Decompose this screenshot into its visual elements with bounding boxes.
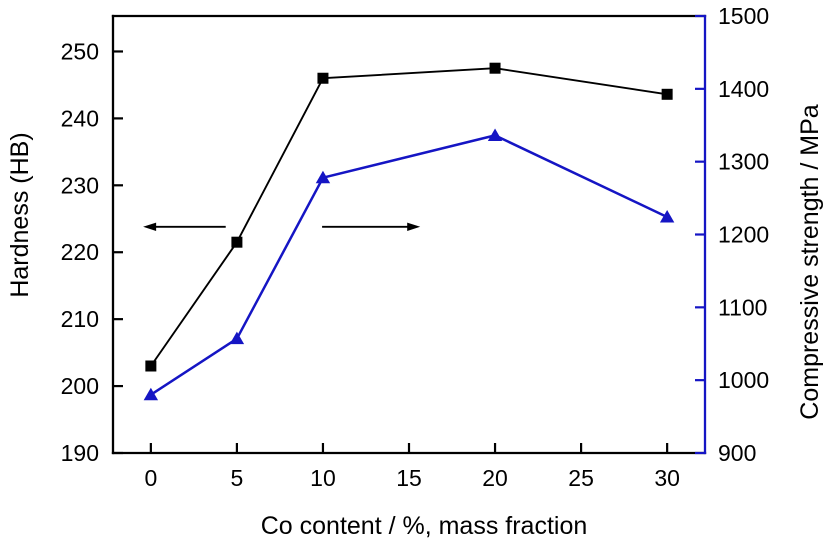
right-y-tick-label: 1300	[718, 149, 769, 175]
triangle-marker	[143, 387, 159, 401]
triangle-marker	[487, 128, 503, 141]
right-y-tick-label: 1400	[718, 76, 769, 102]
triangle-marker	[229, 331, 245, 345]
x-tick-label: 20	[482, 465, 508, 491]
right-axis-title: Compressive strength / MPa	[796, 104, 824, 419]
left-arrowhead-icon	[143, 222, 157, 232]
square-marker	[661, 88, 673, 100]
left-axis-title: Hardness (HB)	[6, 132, 34, 297]
right-y-tick-label: 1000	[718, 367, 769, 393]
right-arrowhead-icon	[407, 222, 421, 232]
left-y-tick-label: 190	[61, 440, 99, 466]
triangle-marker	[659, 210, 675, 223]
right-y-tick-label: 1100	[718, 294, 767, 320]
square-marker	[231, 236, 243, 248]
x-tick-label: 15	[396, 465, 422, 491]
right-y-tick-label: 900	[718, 440, 756, 466]
right-y-tick-label: 1500	[718, 3, 769, 29]
x-tick-label: 10	[310, 465, 336, 491]
left-y-tick-label: 220	[61, 239, 99, 265]
left-y-tick-label: 230	[61, 172, 99, 198]
left-y-tick-label: 210	[61, 306, 99, 332]
triangle-series-line	[149, 134, 669, 396]
x-tick-label: 5	[231, 465, 244, 491]
x-axis-title: Co content / %, mass fraction	[261, 512, 588, 540]
left-y-tick-label: 200	[61, 373, 99, 399]
triangle-marker	[315, 170, 331, 184]
plot-layer: 0 5 10 15 20 25 30 190 200 210 220 230 240 250 900 1000…	[61, 3, 770, 491]
square-series-line	[149, 67, 669, 367]
x-tick-label: 0	[144, 465, 157, 491]
left-y-tick-label: 250	[61, 38, 99, 64]
right-y-tick-label: 1200	[718, 222, 769, 248]
square-marker	[317, 72, 329, 84]
x-tick-label: 30	[654, 465, 680, 491]
square-marker	[489, 62, 501, 74]
square-marker	[145, 360, 157, 372]
left-y-tick-label: 240	[61, 105, 99, 131]
x-tick-label: 25	[568, 465, 594, 491]
